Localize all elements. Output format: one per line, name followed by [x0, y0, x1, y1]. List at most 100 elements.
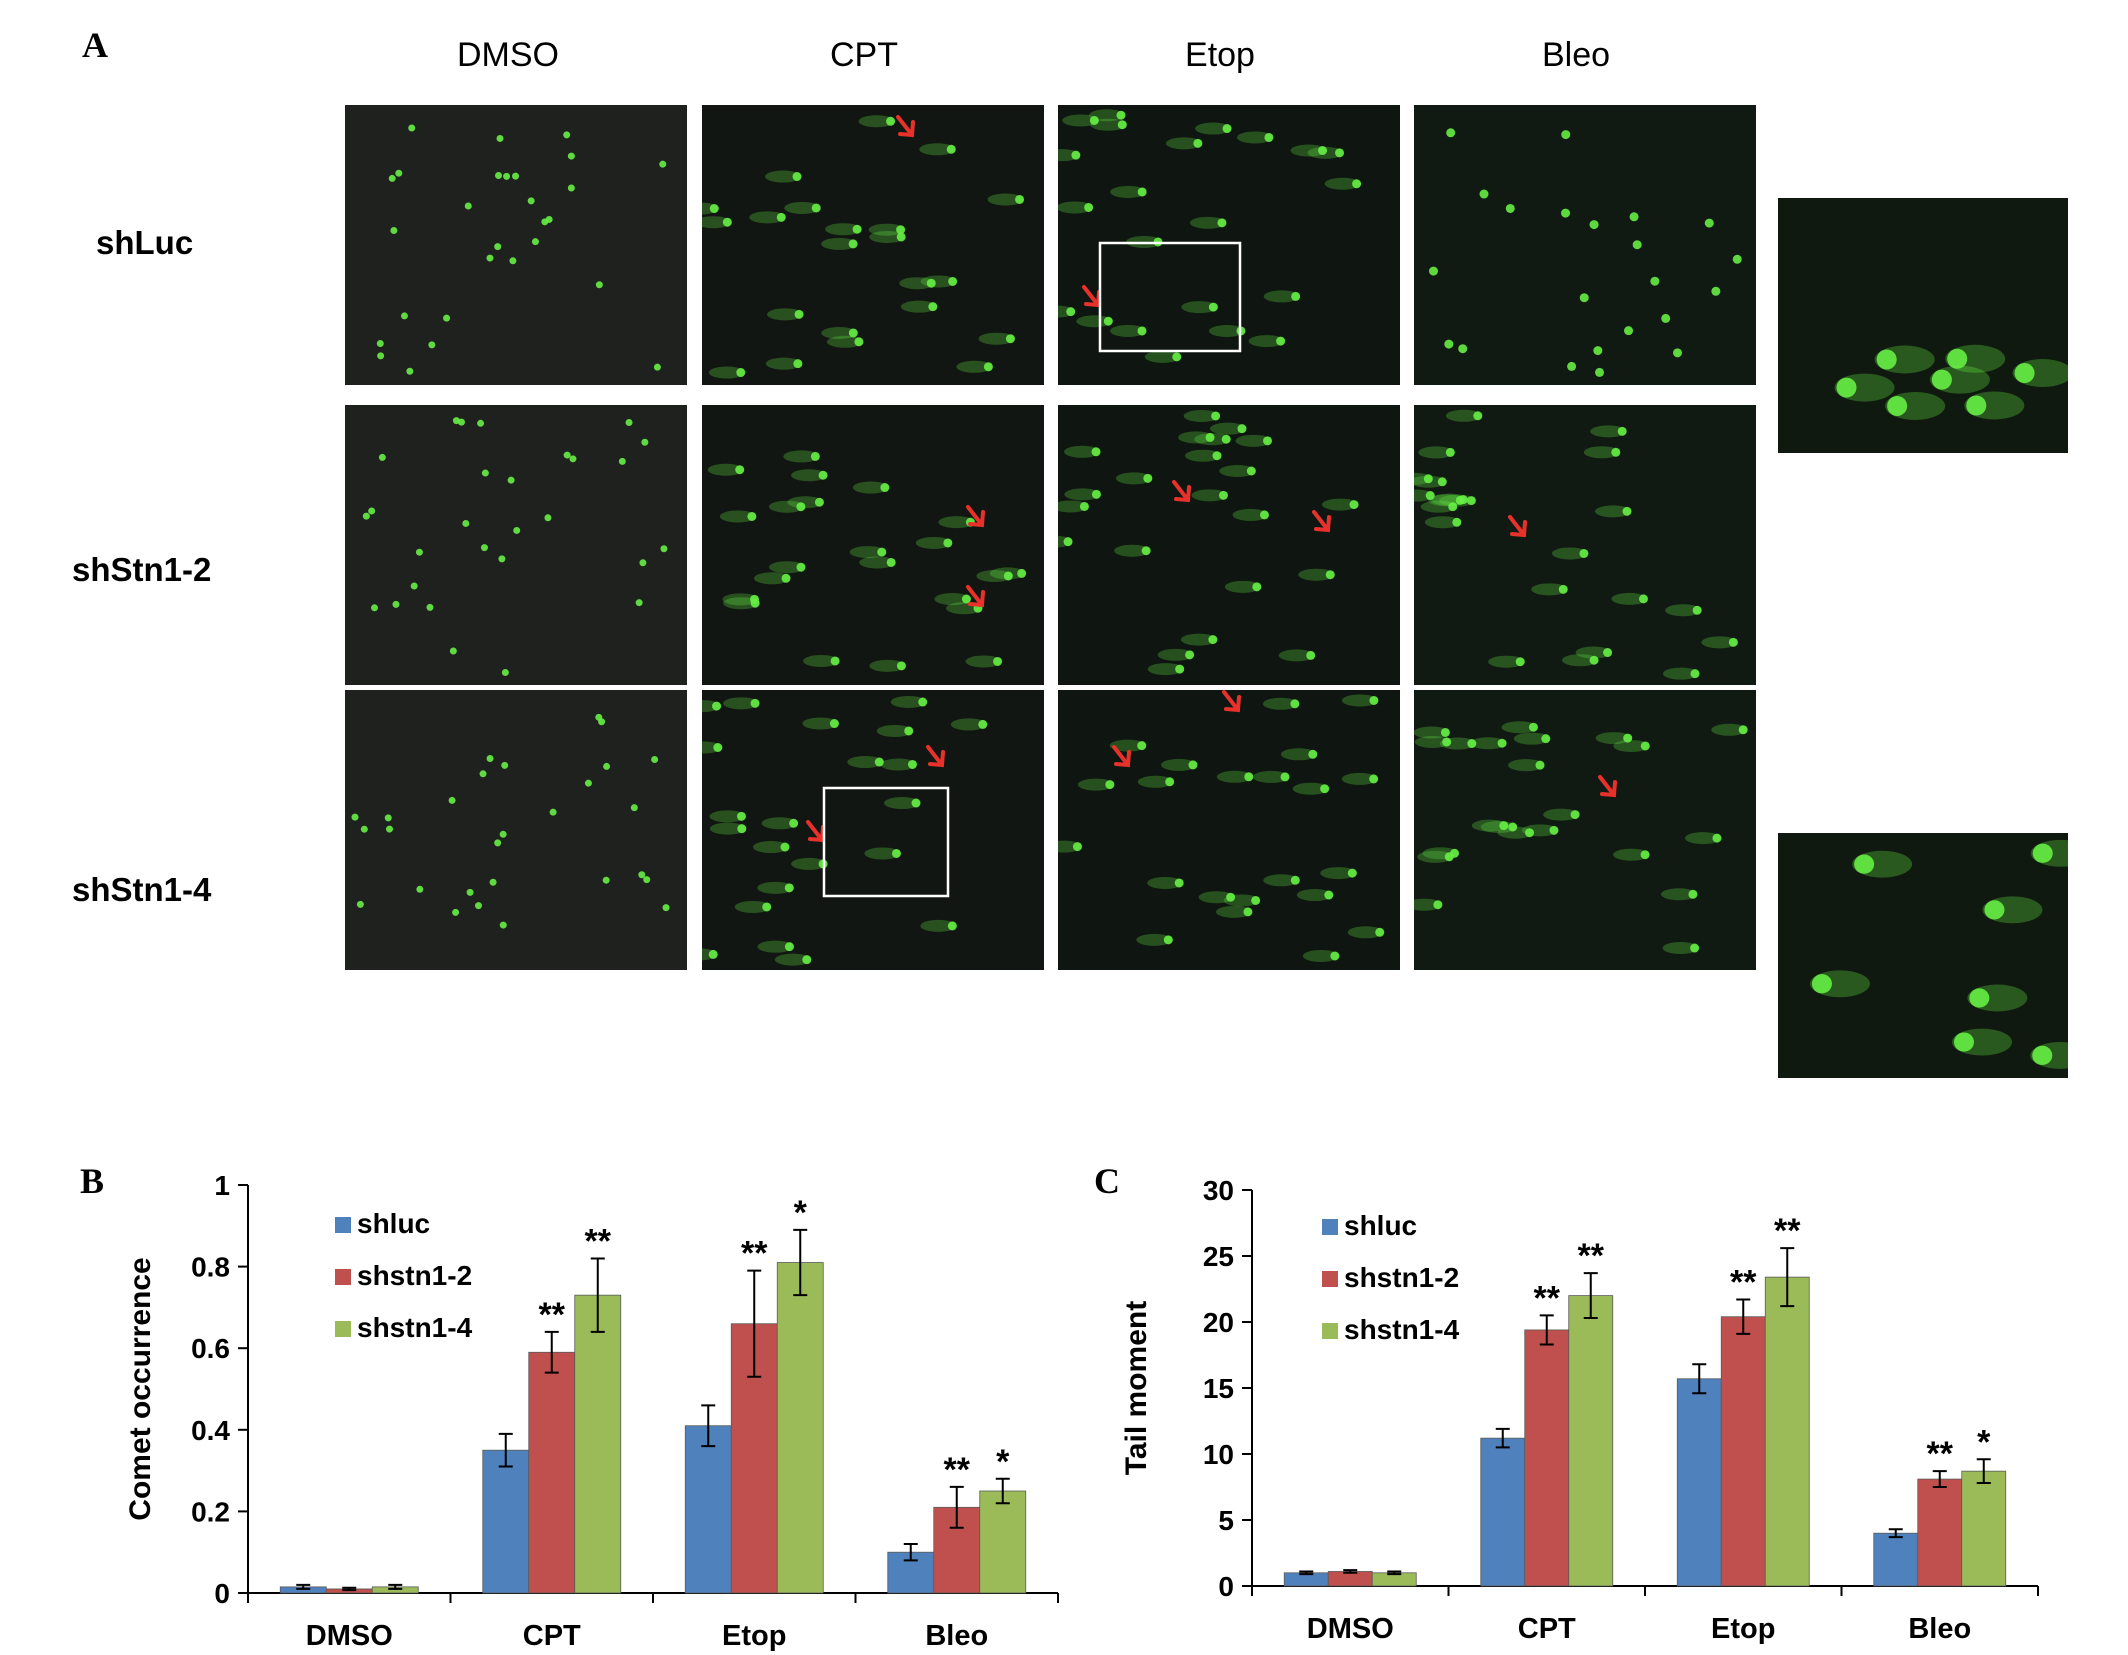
error-bar: [1583, 1272, 1598, 1320]
row-label-shstn1-2: shStn1-2: [72, 551, 212, 588]
micrograph-shluc-cpt: [702, 105, 1044, 385]
panel-c-label: C: [1094, 1161, 1120, 1201]
tail-moment-chart: 0 5 10 15 20 25 30 Tail moment DMSO CPT ** ** Etop **…: [1110, 1150, 2110, 1650]
y-tick-label: 0.8: [191, 1252, 230, 1283]
micrograph-shluc-dmso: [345, 105, 687, 385]
legend-label-shstn1-2: shstn1-2: [357, 1260, 472, 1291]
legend-label-shluc: shluc: [357, 1208, 430, 1239]
micrograph-shstn1-2-cpt: [702, 405, 1044, 685]
error-bar: [1299, 1570, 1314, 1576]
legend-label-shstn1-4: shstn1-4: [357, 1312, 473, 1343]
column-label-cpt: CPT: [830, 36, 898, 74]
significance-marker: **: [585, 1222, 612, 1260]
legend-label-shstn1-2: shstn1-2: [1344, 1262, 1459, 1293]
significance-marker: **: [741, 1235, 768, 1273]
bar-shstn1-2-cpt: [1524, 1329, 1570, 1587]
legend-swatch-shluc: [335, 1217, 351, 1233]
micrograph-shstn1-4-etop: [1058, 690, 1400, 970]
bar-shluc-cpt: [482, 1449, 530, 1594]
error-bar: [1736, 1298, 1751, 1335]
significance-marker: *: [794, 1194, 808, 1232]
error-bar: [949, 1485, 964, 1529]
error-bar: [1780, 1247, 1795, 1308]
panel-a-label: A: [82, 25, 108, 65]
micrograph-shstn1-4-cpt: [702, 690, 1044, 970]
x-tick-label: Etop: [722, 1620, 786, 1652]
y-tick-label: 0.6: [191, 1333, 230, 1364]
error-bar: [388, 1583, 403, 1590]
bar-shluc-bleo: [1873, 1532, 1919, 1587]
x-tick-label: CPT: [523, 1620, 581, 1652]
x-tick-label: DMSO: [306, 1620, 393, 1652]
error-bar: [296, 1583, 311, 1590]
legend-label-shluc: shluc: [1344, 1210, 1417, 1241]
y-tick-label: 25: [1203, 1241, 1234, 1272]
y-tick-label: 10: [1203, 1439, 1234, 1470]
error-bar: [903, 1543, 918, 1562]
y-tick-label: 1: [214, 1170, 230, 1201]
micrograph-shstn1-4-bleo: [1414, 690, 1756, 970]
column-label-bleo: Bleo: [1541, 36, 1611, 74]
error-bar: [1888, 1528, 1903, 1539]
x-tick-label: Etop: [1711, 1613, 1775, 1645]
error-bar: [1387, 1570, 1402, 1576]
micrograph-shluc-bleo: [1414, 105, 1756, 385]
bar-shstn1-4-bleo: [979, 1490, 1027, 1594]
column-label-etop: Etop: [1185, 36, 1255, 74]
significance-marker: *: [996, 1443, 1010, 1481]
y-axis-label: Comet occurrence: [124, 1257, 157, 1520]
bar-shluc-etop: [684, 1425, 732, 1594]
y-tick-label: 0.4: [191, 1415, 230, 1446]
bar-shstn1-4-cpt: [1568, 1295, 1614, 1587]
error-bar: [701, 1404, 716, 1448]
x-tick-label: Bleo: [1908, 1613, 1971, 1645]
panel-b-label: B: [80, 1161, 105, 1201]
zoom-inset-cpt-shstn1-4: [1778, 833, 2068, 1078]
legend-swatch-shstn1-4: [335, 1321, 351, 1337]
legend-swatch-shluc: [1322, 1219, 1338, 1235]
significance-marker: **: [944, 1451, 971, 1489]
bar-shstn1-4-etop: [1764, 1276, 1810, 1587]
column-label-dmso: DMSO: [457, 36, 559, 74]
legend-swatch-shstn1-2: [1322, 1271, 1338, 1287]
bar-shstn1-4-cpt: [574, 1294, 622, 1594]
bar-shluc-etop: [1676, 1378, 1722, 1587]
error-bar: [793, 1228, 808, 1297]
legend-swatch-shstn1-2: [335, 1269, 351, 1285]
significance-marker: **: [1774, 1212, 1801, 1250]
significance-marker: **: [1730, 1264, 1757, 1302]
error-bar: [1976, 1458, 1991, 1485]
row-label-shluc: shLuc: [96, 224, 194, 261]
comet-occurrence-chart: 0 0.2 0.4 0.6 0.8 1 Comet occurrence DMSO CPT ** *…: [110, 1150, 1070, 1652]
significance-marker: **: [1927, 1435, 1954, 1473]
error-bar: [1932, 1470, 1947, 1488]
error-bar: [747, 1269, 762, 1378]
x-tick-label: CPT: [1518, 1613, 1576, 1645]
error-bar: [590, 1257, 605, 1333]
y-tick-label: 0: [214, 1578, 230, 1609]
error-bar: [1343, 1569, 1358, 1574]
bar-shstn1-4-etop: [776, 1262, 824, 1594]
error-bar: [1495, 1427, 1510, 1449]
significance-marker: **: [1534, 1279, 1561, 1317]
y-tick-label: 30: [1203, 1175, 1234, 1206]
micrograph-shstn1-2-etop: [1058, 405, 1400, 685]
legend-label-shstn1-4: shstn1-4: [1344, 1314, 1460, 1345]
micrograph-shstn1-2-bleo: [1414, 405, 1756, 685]
row-label-shstn1-4: shStn1-4: [72, 871, 212, 908]
y-tick-label: 0: [1218, 1571, 1234, 1602]
y-axis-label: Tail moment: [1120, 1301, 1153, 1475]
error-bar: [342, 1586, 357, 1592]
bar-shstn1-4-bleo: [1961, 1470, 2007, 1587]
error-bar: [544, 1330, 559, 1374]
x-tick-label: DMSO: [1307, 1613, 1394, 1645]
bar-shstn1-2-cpt: [528, 1351, 576, 1594]
bar-shstn1-2-etop: [1720, 1316, 1766, 1587]
error-bar: [1539, 1314, 1554, 1346]
zoom-inset-etop-shluc: [1778, 198, 2068, 453]
significance-marker: **: [1578, 1237, 1605, 1275]
significance-marker: *: [1977, 1423, 1991, 1461]
significance-marker: **: [539, 1296, 566, 1334]
